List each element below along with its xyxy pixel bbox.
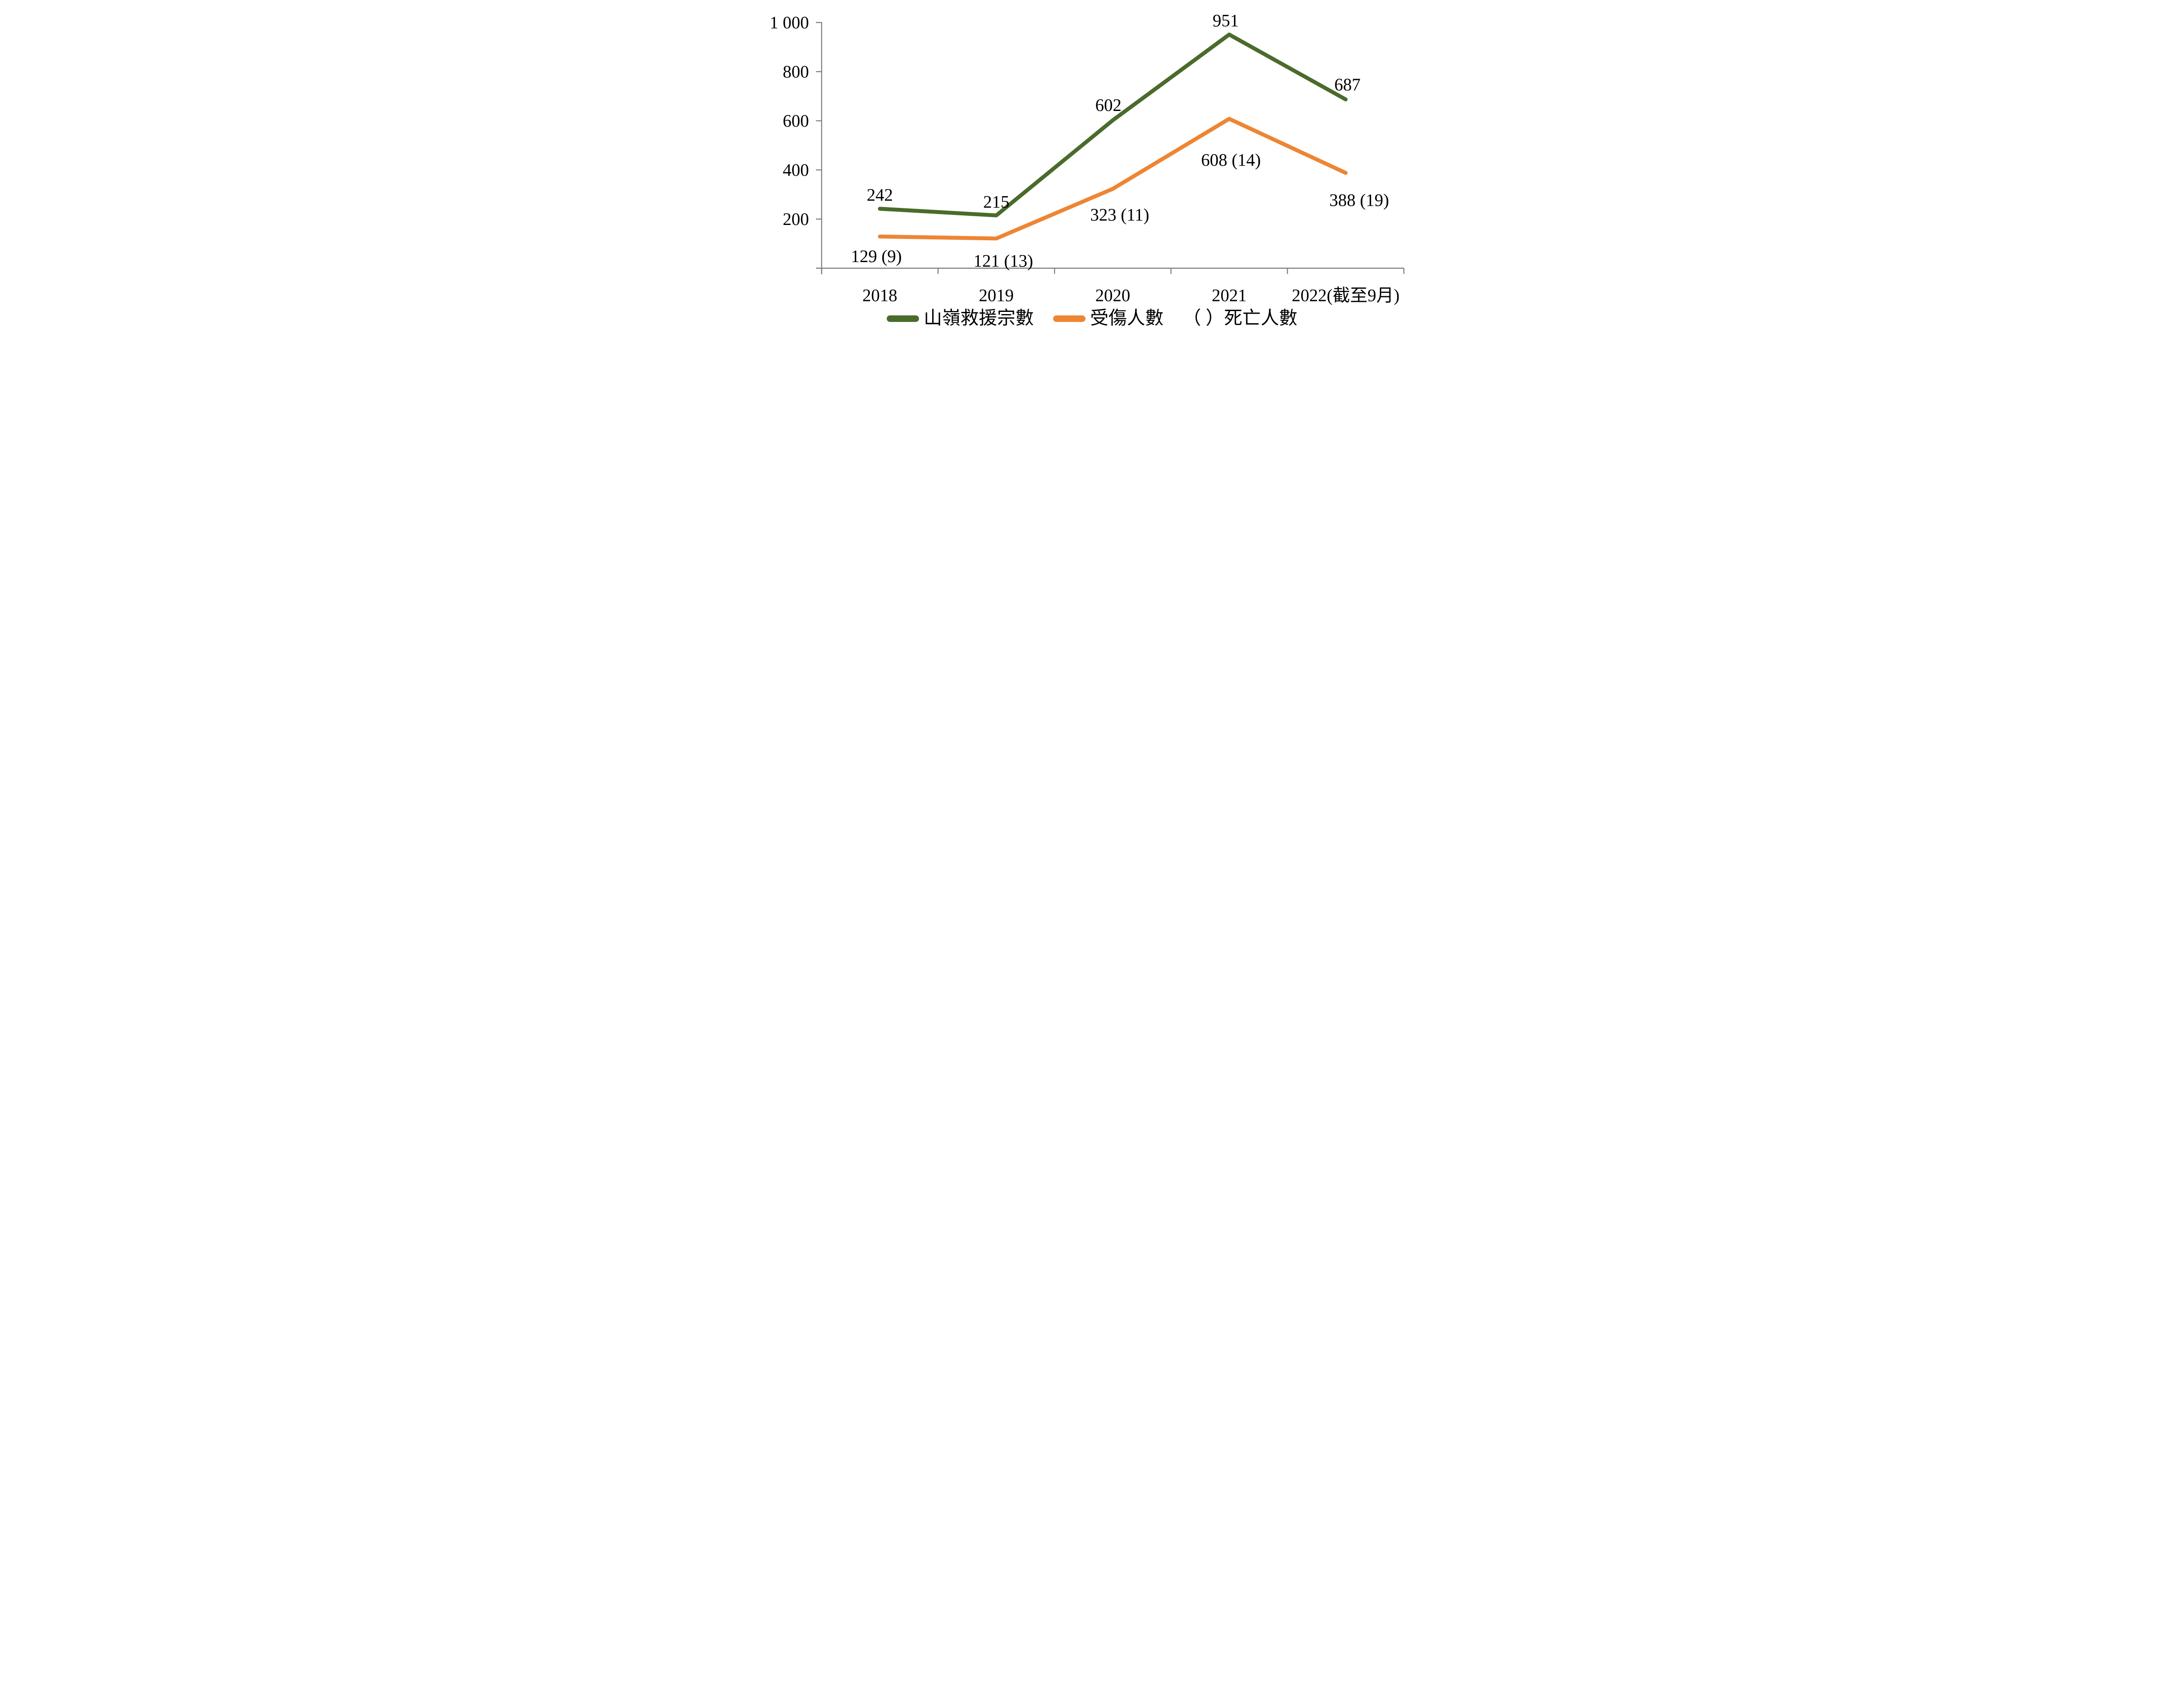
x-axis-category-label: 2020: [1095, 286, 1130, 305]
injuries-data-label: 121 (13): [974, 251, 1033, 270]
chart-plot-area: 200 400 600 800 1 000 2018 2019 2020 2021 2022(截至…: [770, 11, 1405, 305]
x-axis-category-label: 2021: [1212, 286, 1247, 305]
y-axis-tick-label: 800: [783, 62, 809, 82]
legend-item-injuries: 受傷人數: [1053, 309, 1164, 328]
rescues-data-label: 602: [1095, 95, 1122, 115]
rescues-data-label: 242: [867, 185, 893, 204]
x-axis-category-label: 2019: [979, 286, 1014, 305]
rescues-series-swatch: [886, 315, 919, 322]
injuries-series-line: [878, 117, 1348, 241]
legend-label-injuries: 受傷人數: [1090, 308, 1164, 328]
y-axis-tick-label: 1 000: [770, 13, 809, 32]
y-axis-tick-label: 600: [783, 111, 809, 131]
x-axis-category-label: 2022(截至9月): [1292, 286, 1400, 305]
y-axis-tick-label: 200: [783, 209, 809, 229]
injuries-data-label: 129 (9): [851, 246, 902, 266]
x-axis-category-label: 2018: [862, 286, 897, 305]
rescues-data-label: 215: [983, 192, 1009, 212]
legend-item-deaths-note: （ ）死亡人數: [1183, 309, 1298, 328]
chart-legend: 山嶺救援宗數 受傷人數 （ ）死亡人數: [760, 309, 1424, 328]
rescues-data-label: 951: [1213, 11, 1239, 31]
injuries-data-label: 323 (11): [1090, 205, 1149, 225]
injuries-series-swatch: [1053, 315, 1085, 322]
y-axis-tick-label: 400: [783, 160, 809, 180]
injuries-data-label: 388 (19): [1329, 190, 1389, 210]
legend-label-rescues: 山嶺救援宗數: [923, 308, 1034, 328]
rescues-series-line: [878, 32, 1348, 218]
legend-label-deaths: （ ）死亡人數: [1182, 308, 1298, 328]
mountain-rescue-line-chart: 200 400 600 800 1 000 2018 2019 2020 2021 2022(截至…: [760, 0, 1424, 342]
legend-item-rescues: 山嶺救援宗數: [886, 308, 1034, 328]
rescues-data-label: 687: [1334, 75, 1361, 94]
injuries-data-label: 608 (14): [1201, 150, 1261, 170]
